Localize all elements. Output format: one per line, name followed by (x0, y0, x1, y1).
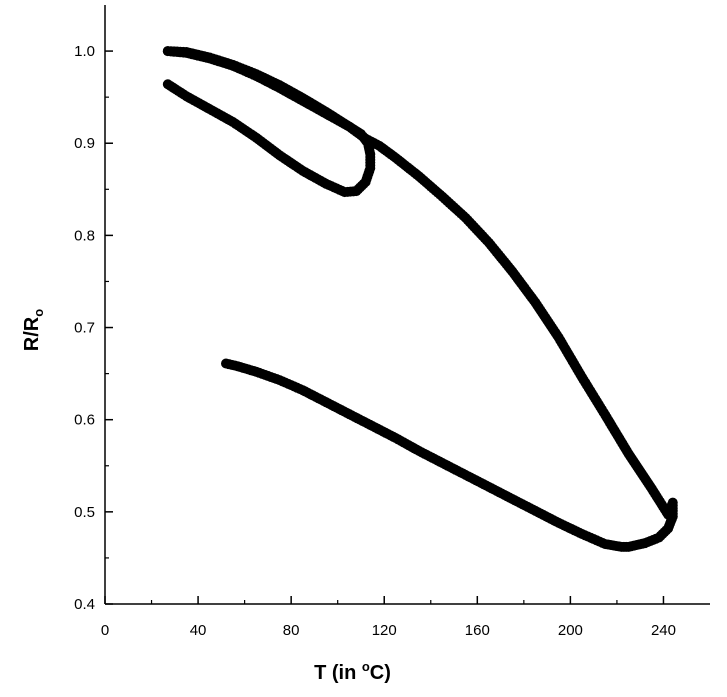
axes-layer: 0 40 80 120 160 200 240 0.4 0.5 0.6 0.7 0.8 0.9 1.0 (74, 5, 710, 639)
x-tick-label: 120 (372, 622, 397, 639)
x-axis-title: T (in oC) (314, 659, 391, 684)
y-tick-label: 1.0 (74, 43, 95, 60)
y-tick-label: 0.6 (74, 412, 95, 429)
x-tick-label: 0 (101, 622, 109, 639)
y-ticks: 0.4 0.5 0.6 0.7 0.8 0.9 1.0 (74, 43, 113, 613)
x-tick-label: 160 (465, 622, 490, 639)
y-tick-label: 0.5 (74, 504, 95, 521)
series-2 (162, 46, 376, 198)
plot-layer (162, 46, 678, 552)
x-axis-title-prefix: T (in (314, 662, 362, 684)
y-axis-title-subscript: o (31, 309, 46, 317)
x-tick-label: 40 (190, 622, 207, 639)
y-tick-label: 0.7 (74, 320, 95, 337)
x-tick-label: 200 (558, 622, 583, 639)
x-axis-title-superscript: o (362, 659, 370, 674)
y-axis-title-main: R/R (21, 316, 43, 351)
x-axis-title-suffix: C) (370, 662, 391, 684)
y-tick-label: 0.9 (74, 135, 95, 152)
data-point (162, 46, 173, 57)
x-tick-label: 240 (651, 622, 676, 639)
x-ticks: 0 40 80 120 160 200 240 (101, 596, 676, 639)
data-point (221, 358, 231, 369)
y-axis-title: R/Ro (21, 309, 46, 351)
labels-layer: T (in oC) R/Ro (21, 309, 391, 684)
y-tick-label: 0.4 (74, 596, 95, 613)
y-tick-label: 0.8 (74, 227, 95, 244)
x-tick-label: 80 (283, 622, 300, 639)
